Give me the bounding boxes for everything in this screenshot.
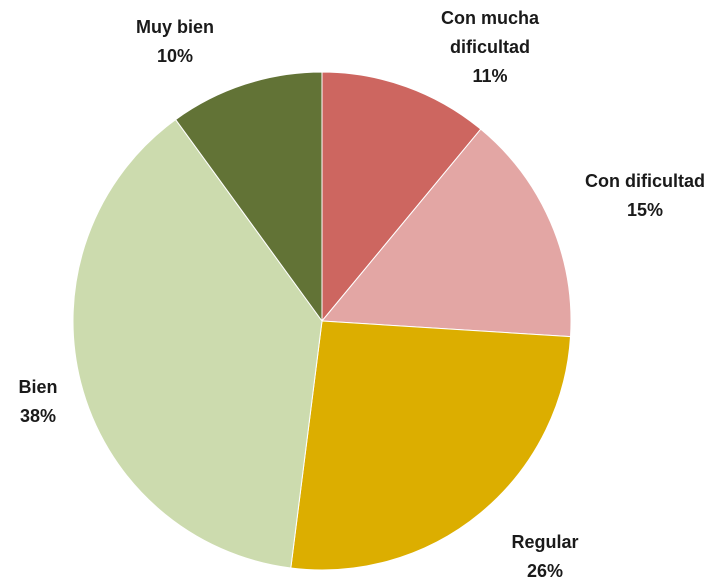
- category-label: Con mucha dificultad: [440, 8, 539, 57]
- value-label: 15%: [626, 200, 664, 220]
- category-label: Muy bien: [135, 17, 214, 37]
- pie-slice: [320, 128, 572, 338]
- pie-slice: [72, 118, 323, 569]
- value-label: 10%: [156, 46, 194, 66]
- pie-slice: [174, 71, 323, 323]
- slice-label: Con dificultad 15%: [565, 167, 723, 225]
- slice-label: Con mucha dificultad 11%: [420, 4, 560, 91]
- value-label: 11%: [472, 66, 508, 86]
- category-label: Con dificultad: [585, 171, 705, 191]
- value-label: 38%: [19, 406, 57, 426]
- pie-slice: [321, 71, 482, 323]
- value-label: 26%: [526, 561, 564, 580]
- slice-label: Muy bien 10%: [115, 13, 235, 71]
- slice-label: Regular 26%: [485, 528, 605, 580]
- slice-label: Bien 38%: [0, 373, 78, 431]
- pie-slice: [290, 320, 572, 571]
- category-label: Regular: [511, 532, 579, 552]
- category-label: Bien: [18, 377, 58, 397]
